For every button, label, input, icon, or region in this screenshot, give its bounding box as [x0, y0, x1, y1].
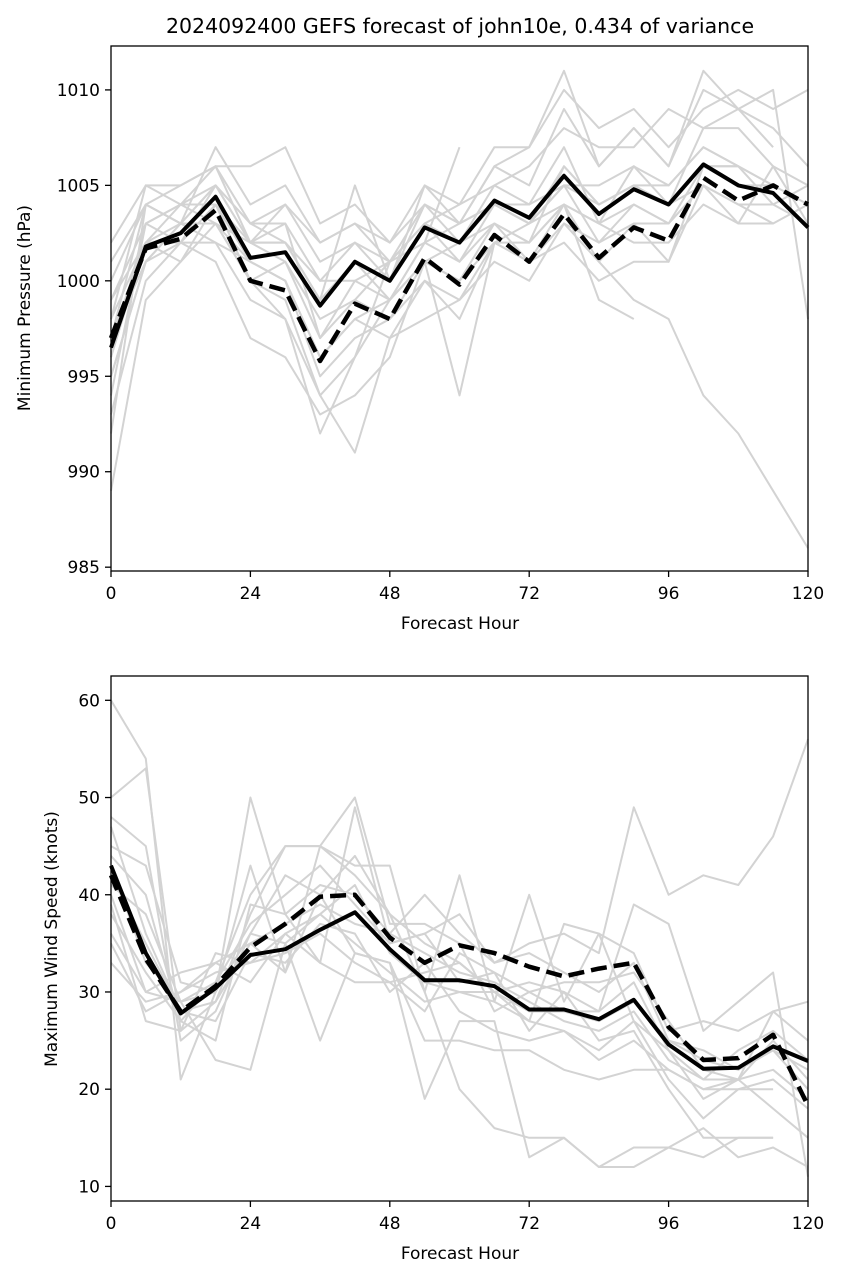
- y-tick-label: 1000: [57, 272, 100, 292]
- y-axis-label: Maximum Wind Speed (knots): [42, 811, 62, 1067]
- ensemble-member-line: [110, 894, 809, 1168]
- x-tick-label: 0: [106, 1214, 117, 1234]
- ensemble-member-line: [110, 874, 809, 1120]
- ensemble-member-line: [110, 165, 774, 378]
- y-axis-label: Minimum Pressure (hPa): [15, 205, 35, 411]
- x-tick-label: 48: [379, 584, 401, 604]
- x-tick-label: 96: [658, 1214, 680, 1234]
- y-tick-label: 20: [78, 1080, 100, 1100]
- x-tick-label: 24: [240, 1214, 262, 1234]
- ensemble-member-line: [110, 203, 809, 549]
- ensemble-member-line: [110, 932, 809, 1081]
- ensemble-member-line: [110, 184, 704, 339]
- ensemble-member-line: [110, 184, 809, 377]
- x-tick-label: 72: [518, 584, 540, 604]
- y-tick-label: 10: [78, 1177, 100, 1197]
- x-tick-label: 96: [658, 584, 680, 604]
- y-tick-label: 50: [78, 789, 100, 809]
- y-tick-label: 30: [78, 983, 100, 1003]
- solid-black-line: [109, 864, 809, 1071]
- axes-frame: [110, 45, 809, 572]
- x-axis-label: Forecast Hour: [401, 614, 519, 634]
- x-axis-label: Forecast Hour: [401, 1244, 519, 1264]
- ensemble-member-line: [110, 699, 809, 1081]
- x-tick-label: 48: [379, 1214, 401, 1234]
- y-tick-label: 60: [78, 691, 100, 711]
- y-tick-label: 1005: [57, 176, 100, 196]
- y-tick-label: 995: [68, 367, 100, 387]
- chart-title: 2024092400 GEFS forecast of john10e, 0.4…: [166, 14, 754, 38]
- y-tick-label: 1010: [57, 81, 100, 101]
- x-tick-label: 72: [518, 1214, 540, 1234]
- x-tick-label: 0: [106, 584, 117, 604]
- ensemble-member-line: [110, 826, 809, 1100]
- x-tick-label: 120: [792, 584, 824, 604]
- axes-frame: [110, 675, 809, 1202]
- x-tick-label: 24: [240, 584, 262, 604]
- y-tick-label: 985: [68, 558, 100, 578]
- x-tick-label: 120: [792, 1214, 824, 1234]
- wind-chart: 0 24 48 72 96 120 10 20 30 40 50 60: [78, 675, 824, 1234]
- y-tick-label: 990: [68, 463, 100, 483]
- ensemble-member-line: [110, 165, 809, 454]
- ensemble-member-line: [110, 165, 809, 359]
- dashed-mean-line: [108, 175, 810, 364]
- solid-black-line: [109, 162, 810, 349]
- dashed-mean-line: [108, 874, 811, 1107]
- ensemble-member-line: [110, 893, 809, 1139]
- ensemble-member-line: [110, 845, 809, 1042]
- y-tick-label: 40: [78, 886, 100, 906]
- pressure-chart: 0 24 48 72 96 120 985 990 995 1000 1005 1010: [57, 45, 824, 604]
